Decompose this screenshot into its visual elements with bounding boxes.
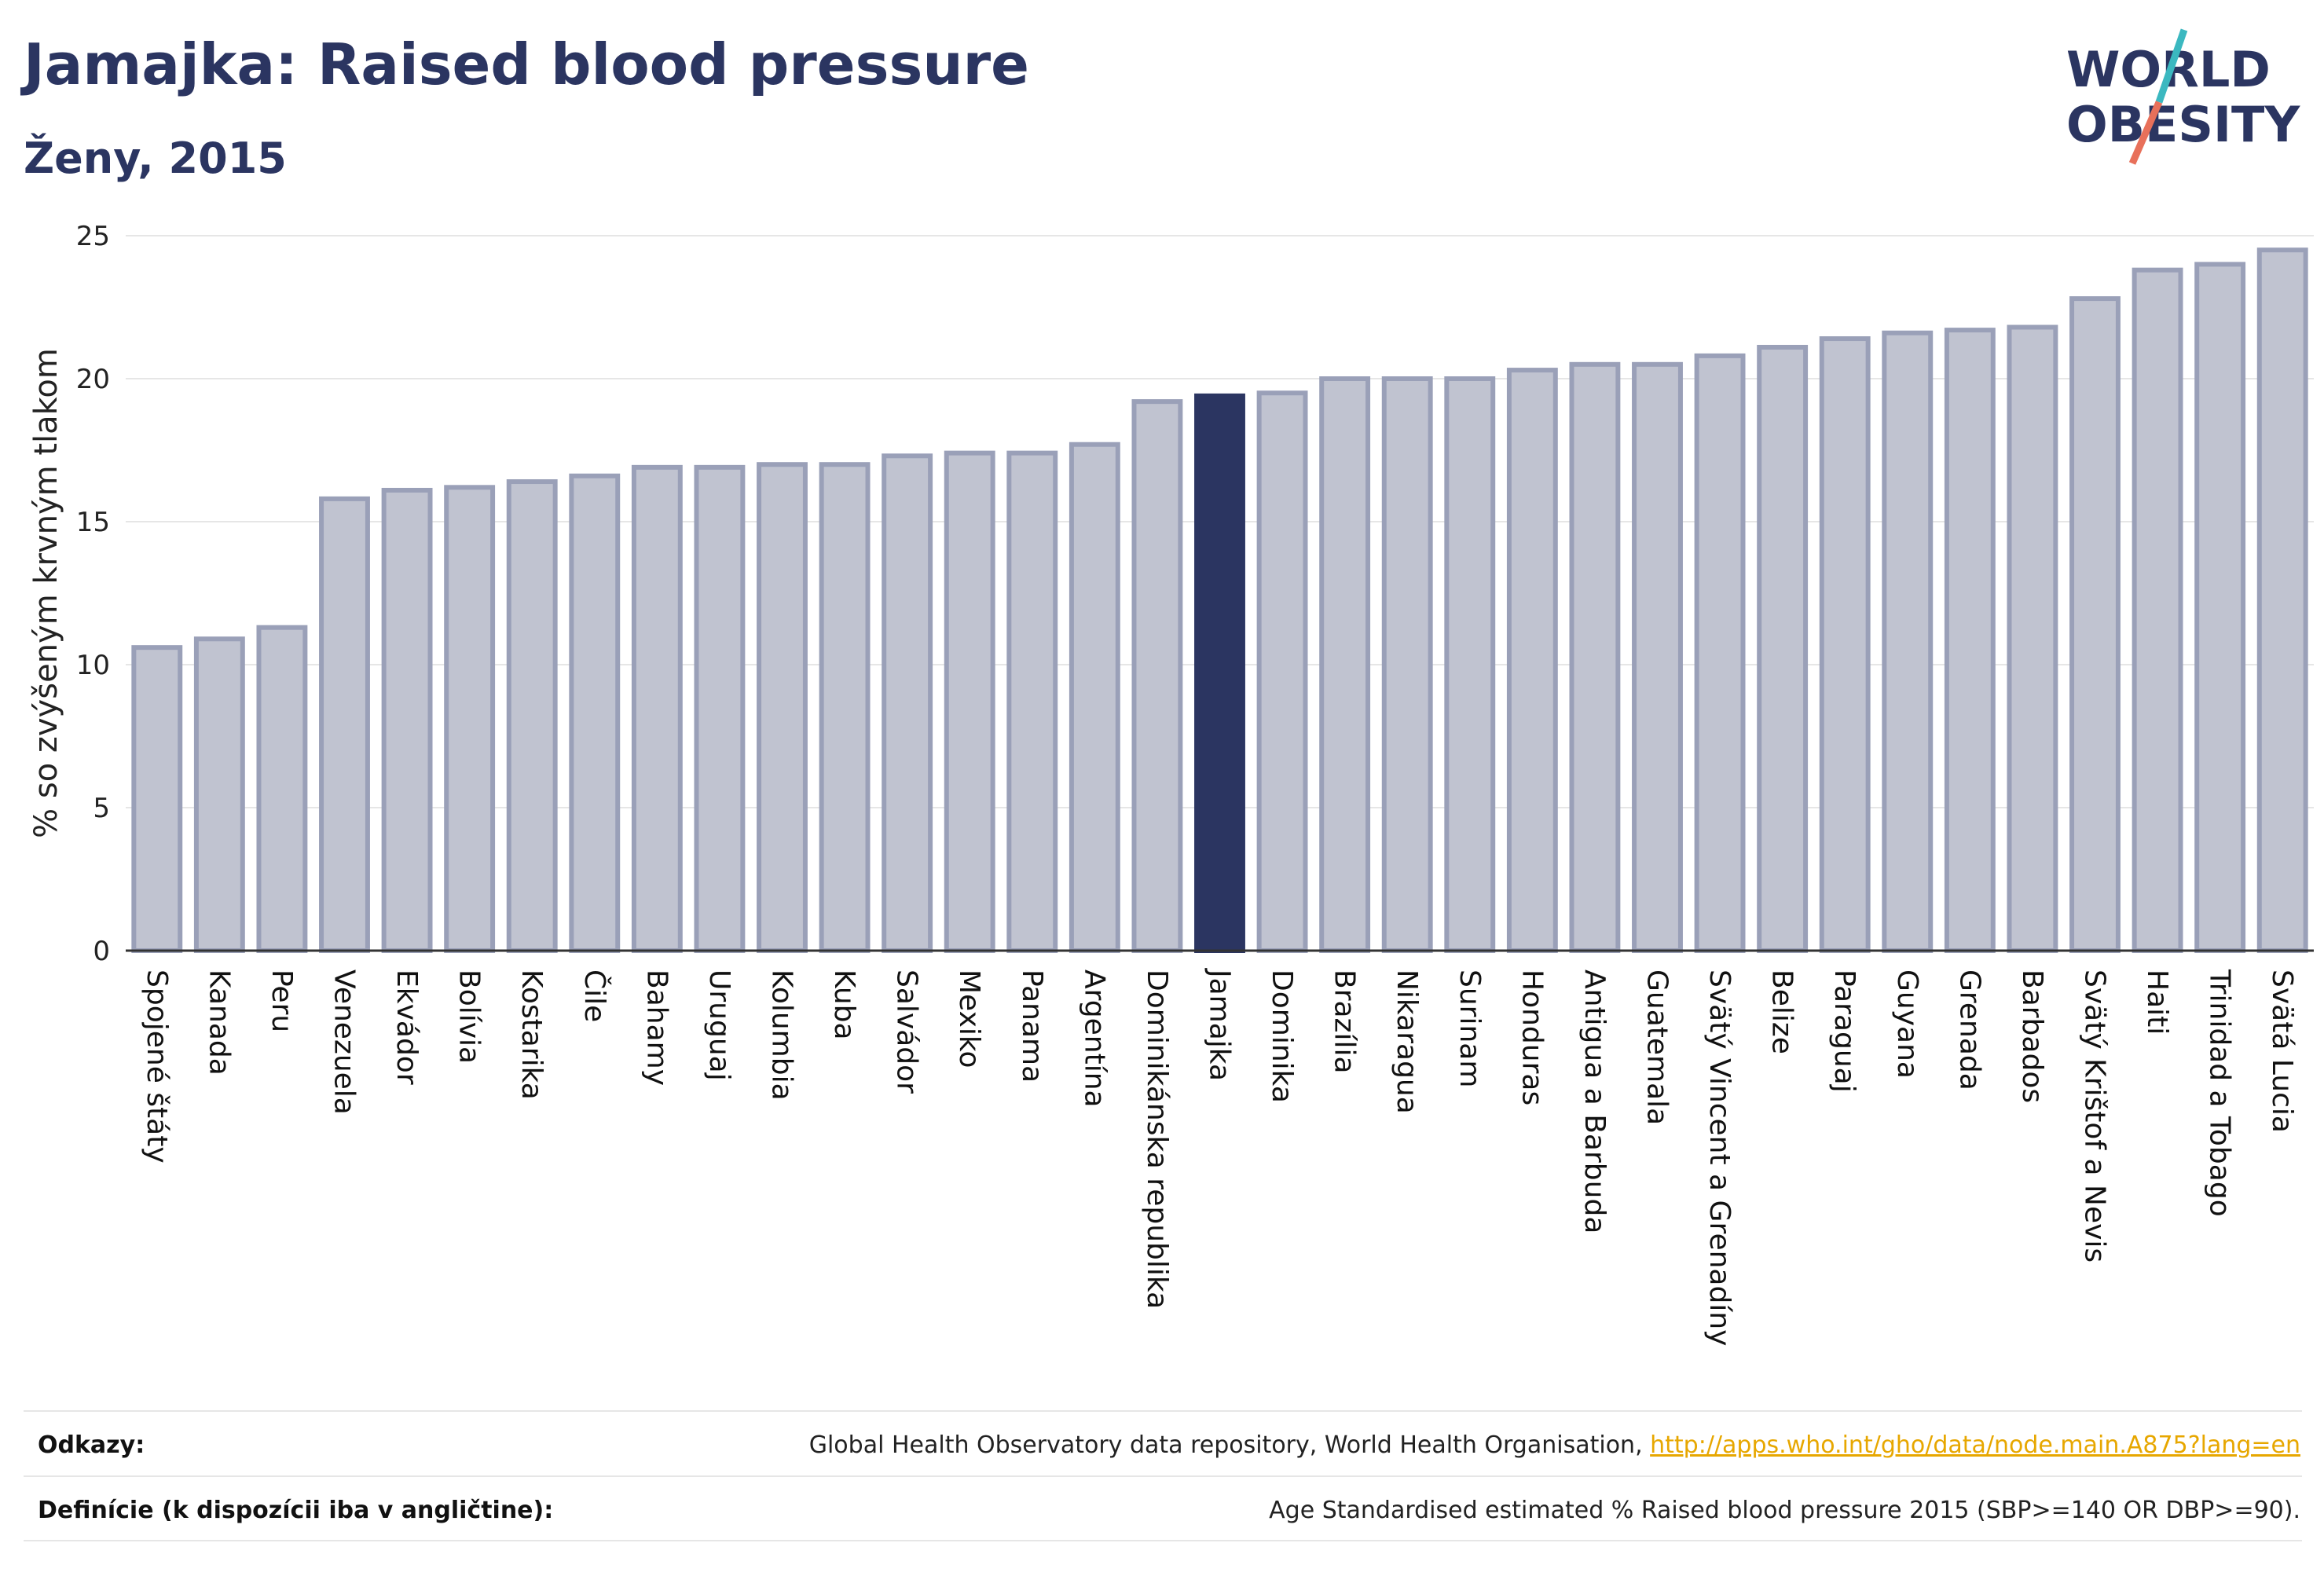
- x-tick-label: Barbados: [2016, 969, 2048, 1103]
- x-tick-label: Kanada: [203, 969, 235, 1076]
- x-tick-label: Panama: [1016, 969, 1048, 1083]
- bar: [819, 462, 871, 953]
- bar: [694, 464, 746, 953]
- x-tick-label: Svätý Krištof a Nevis: [2079, 969, 2111, 1263]
- bar: [1444, 376, 1496, 953]
- x-tick-label: Guatemala: [1641, 969, 1673, 1125]
- x-tick-label: Svätý Vincent a Grenadíny: [1703, 969, 1736, 1346]
- footer-divider-bottom: [24, 1540, 2302, 1541]
- x-tick-label: Kostarika: [515, 969, 548, 1100]
- bar: [444, 485, 496, 953]
- x-tick-label: Trinidad a Tobago: [2204, 969, 2236, 1217]
- bar: [569, 473, 621, 953]
- y-tick-label: 20: [76, 364, 110, 395]
- x-tick-label: Kuba: [828, 969, 860, 1040]
- bar: [2069, 296, 2121, 953]
- world-obesity-logo: WORLD OBESITY: [2066, 28, 2300, 165]
- bar: [1069, 442, 1120, 953]
- bar: [381, 487, 433, 953]
- x-tick-label: Bahamy: [640, 969, 673, 1086]
- bar: [506, 479, 558, 953]
- y-tick-label: 25: [76, 221, 110, 252]
- x-tick-label: Salvádor: [891, 969, 923, 1094]
- y-axis-label: % so zvýšeným krvným tlakom: [28, 348, 64, 838]
- x-tick-label: Argentína: [1078, 969, 1110, 1108]
- bar: [1569, 361, 1621, 953]
- bar: [1006, 450, 1058, 953]
- bar: [882, 453, 933, 953]
- x-tick-label: Nikaragua: [1391, 969, 1423, 1114]
- bar: [1256, 390, 1308, 953]
- x-tick-label: Ekvádor: [390, 969, 423, 1085]
- bar: [1506, 368, 1558, 953]
- references-label: Odkazy:: [38, 1431, 145, 1459]
- bar: [1757, 344, 1809, 953]
- x-tick-label: Haiti: [2141, 969, 2173, 1035]
- chart-title: Jamajka: Raised blood pressure: [24, 31, 1029, 97]
- x-tick-label: Bolívia: [453, 969, 486, 1064]
- bar: [131, 645, 183, 953]
- definitions-text: Age Standardised estimated % Raised bloo…: [1269, 1497, 2300, 1524]
- references-source: Global Health Observatory data repositor…: [808, 1431, 1651, 1459]
- bar: [1381, 376, 1433, 953]
- bar: [1944, 328, 1996, 953]
- bar: [2007, 324, 2058, 954]
- logo-line2: OBESITY: [2066, 96, 2300, 153]
- x-tick-label: Antigua a Barbuda: [1578, 969, 1611, 1233]
- bar: [319, 496, 370, 953]
- x-tick-label: Venezuela: [328, 969, 361, 1115]
- x-tick-label: Čile: [578, 969, 611, 1022]
- bar: [944, 450, 995, 953]
- bar: [1319, 376, 1371, 953]
- bar: [1632, 361, 1683, 953]
- bar: [1694, 353, 1746, 953]
- bar: [631, 464, 683, 953]
- x-tick-label: Kolumbia: [766, 969, 798, 1101]
- x-tick-label: Grenada: [1953, 969, 1985, 1090]
- bar: [256, 625, 308, 953]
- x-tick-label: Mexiko: [953, 969, 985, 1068]
- x-tick-label: Paraguaj: [1828, 969, 1860, 1093]
- references-text: Global Health Observatory data repositor…: [809, 1431, 2300, 1459]
- bar: [2256, 247, 2308, 953]
- y-tick-label: 0: [93, 936, 110, 967]
- bar: [2132, 267, 2183, 953]
- y-tick-label: 10: [76, 650, 110, 681]
- footer-divider-middle: [24, 1475, 2302, 1477]
- bar: [2194, 262, 2246, 953]
- references-link[interactable]: http://apps.who.int/gho/data/node.main.A…: [1650, 1431, 2300, 1459]
- bar: [1131, 399, 1183, 953]
- x-tick-label: Belize: [1766, 969, 1798, 1054]
- logo-slash-teal: [2155, 28, 2188, 104]
- bar-chart: 0 5 10 15 20 25 % so zvýšeným krvným tlakom Spo…: [28, 221, 2314, 1346]
- x-tick-label: Svätá Lucia: [2266, 969, 2298, 1133]
- chart-subtitle: Ženy, 2015: [24, 134, 287, 183]
- y-tick-label: 5: [93, 793, 110, 824]
- x-tick-label: Guyana: [1891, 969, 1923, 1079]
- x-tick-label: Dominika: [1266, 969, 1298, 1103]
- x-tick-label: Brazília: [1329, 969, 1361, 1074]
- x-tick-label: Jamajka: [1204, 968, 1236, 1081]
- bar: [193, 636, 245, 953]
- bar: [1819, 336, 1871, 954]
- y-tick-label: 15: [76, 507, 110, 538]
- x-tick-label: Uruguaj: [703, 969, 735, 1081]
- x-tick-label: Honduras: [1516, 969, 1548, 1105]
- x-tick-label: Dominikánska republika: [1141, 969, 1173, 1309]
- x-tick-label: Spojené štáty: [141, 969, 173, 1164]
- x-tick-label: Surinam: [1453, 969, 1486, 1087]
- logo-slash-red: [2128, 101, 2163, 165]
- footer-divider-top: [24, 1410, 2302, 1412]
- bar: [1882, 330, 1934, 953]
- bar: [757, 462, 808, 953]
- definitions-label: Definície (k dispozícii iba v angličtine…: [38, 1497, 554, 1524]
- x-tick-label: Peru: [266, 969, 298, 1032]
- bar: [1194, 393, 1245, 953]
